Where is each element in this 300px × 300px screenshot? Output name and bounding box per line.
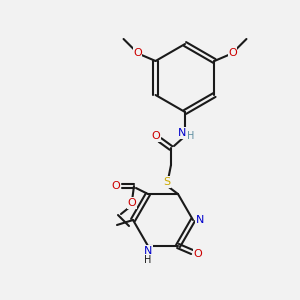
Text: O: O	[112, 181, 120, 191]
Text: N: N	[178, 128, 186, 138]
Text: O: O	[133, 48, 142, 58]
Text: O: O	[194, 249, 202, 259]
Text: N: N	[144, 246, 152, 256]
Text: O: O	[228, 48, 237, 58]
Text: N: N	[196, 215, 204, 225]
Text: H: H	[187, 131, 195, 141]
Text: O: O	[152, 131, 160, 141]
Text: O: O	[128, 198, 136, 208]
Text: H: H	[144, 255, 152, 265]
Text: S: S	[164, 177, 171, 187]
